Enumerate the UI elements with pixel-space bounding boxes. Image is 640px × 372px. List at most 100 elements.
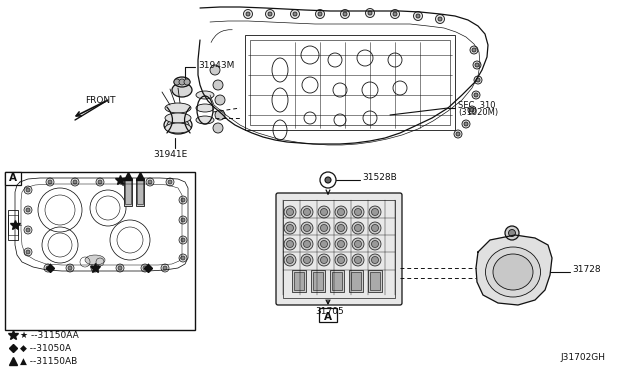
Circle shape xyxy=(438,17,442,21)
Circle shape xyxy=(303,257,310,263)
Bar xyxy=(332,272,342,290)
Bar xyxy=(283,200,395,298)
Ellipse shape xyxy=(165,103,191,113)
Circle shape xyxy=(179,236,187,244)
Circle shape xyxy=(287,257,294,263)
Circle shape xyxy=(26,228,30,232)
Circle shape xyxy=(179,79,185,85)
Circle shape xyxy=(293,12,297,16)
Circle shape xyxy=(462,120,470,128)
Circle shape xyxy=(369,254,381,266)
Circle shape xyxy=(369,238,381,250)
Circle shape xyxy=(316,10,324,19)
Circle shape xyxy=(213,123,223,133)
Circle shape xyxy=(243,10,253,19)
Circle shape xyxy=(301,254,313,266)
FancyBboxPatch shape xyxy=(276,193,402,305)
Circle shape xyxy=(287,241,294,247)
Text: A: A xyxy=(324,312,332,322)
Circle shape xyxy=(46,178,54,186)
Ellipse shape xyxy=(172,83,192,97)
Circle shape xyxy=(435,15,445,23)
Text: 31728: 31728 xyxy=(572,266,600,275)
Circle shape xyxy=(393,12,397,16)
Text: A: A xyxy=(9,173,17,183)
Circle shape xyxy=(268,12,272,16)
Circle shape xyxy=(68,266,72,270)
Circle shape xyxy=(181,218,185,222)
Text: 31941E: 31941E xyxy=(153,150,188,159)
Circle shape xyxy=(509,230,515,237)
Circle shape xyxy=(179,196,187,204)
Bar xyxy=(313,272,323,290)
Circle shape xyxy=(352,254,364,266)
Circle shape xyxy=(335,206,347,218)
Bar xyxy=(5,172,195,330)
Text: 31943M: 31943M xyxy=(198,61,234,70)
Text: ▲ --31150AB: ▲ --31150AB xyxy=(20,357,77,366)
Text: (31020M): (31020M) xyxy=(458,109,498,118)
Circle shape xyxy=(318,222,330,234)
Circle shape xyxy=(66,264,74,272)
Circle shape xyxy=(181,238,185,242)
Bar xyxy=(137,180,143,204)
Circle shape xyxy=(123,180,127,184)
Circle shape xyxy=(71,178,79,186)
Circle shape xyxy=(474,93,478,97)
Circle shape xyxy=(416,14,420,18)
Circle shape xyxy=(352,238,364,250)
Bar xyxy=(368,270,382,292)
Ellipse shape xyxy=(164,116,192,134)
Circle shape xyxy=(301,222,313,234)
Circle shape xyxy=(318,206,330,218)
Bar xyxy=(250,40,450,125)
FancyBboxPatch shape xyxy=(319,308,337,322)
Ellipse shape xyxy=(167,119,189,131)
Circle shape xyxy=(318,12,322,16)
Ellipse shape xyxy=(486,247,541,297)
Ellipse shape xyxy=(493,254,533,290)
Bar xyxy=(370,272,380,290)
Circle shape xyxy=(303,224,310,231)
Circle shape xyxy=(26,208,30,212)
Circle shape xyxy=(321,208,328,215)
Ellipse shape xyxy=(196,91,214,99)
Bar xyxy=(136,178,144,206)
Circle shape xyxy=(468,106,476,114)
Circle shape xyxy=(73,180,77,184)
Circle shape xyxy=(318,238,330,250)
Ellipse shape xyxy=(196,104,214,112)
Circle shape xyxy=(291,10,300,19)
Circle shape xyxy=(179,254,187,262)
Ellipse shape xyxy=(85,255,105,265)
Polygon shape xyxy=(476,235,552,305)
Circle shape xyxy=(166,178,174,186)
Ellipse shape xyxy=(174,77,190,87)
Bar xyxy=(351,272,361,290)
Text: J31702GH: J31702GH xyxy=(560,353,605,362)
Circle shape xyxy=(303,241,310,247)
Circle shape xyxy=(174,79,180,85)
Circle shape xyxy=(163,266,167,270)
Circle shape xyxy=(352,206,364,218)
Circle shape xyxy=(210,65,220,75)
Bar xyxy=(330,270,344,292)
Circle shape xyxy=(141,264,149,272)
Circle shape xyxy=(456,132,460,136)
Circle shape xyxy=(355,241,362,247)
Circle shape xyxy=(46,266,50,270)
Circle shape xyxy=(474,76,482,84)
Circle shape xyxy=(337,257,344,263)
Circle shape xyxy=(413,12,422,20)
Circle shape xyxy=(355,257,362,263)
Bar xyxy=(292,270,306,292)
Bar xyxy=(8,215,18,235)
Circle shape xyxy=(475,63,479,67)
Bar xyxy=(245,35,455,130)
Circle shape xyxy=(24,206,32,214)
Circle shape xyxy=(26,250,30,254)
Text: ★ --31150AA: ★ --31150AA xyxy=(20,331,79,340)
Circle shape xyxy=(337,208,344,215)
Circle shape xyxy=(266,10,275,19)
Circle shape xyxy=(143,266,147,270)
